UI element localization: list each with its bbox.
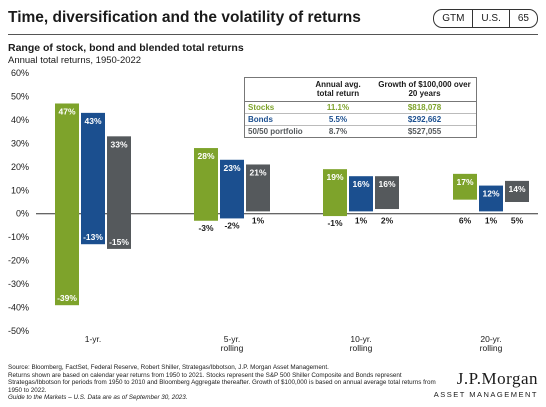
y-tick-label: 50%	[11, 91, 29, 101]
x-category-label: 20-yr.	[480, 334, 501, 344]
bar-max-label: 43%	[84, 116, 101, 126]
summary-row-growth: $292,662	[407, 115, 442, 124]
bar-50-50-portfolio	[107, 136, 131, 249]
badge-group: GTM U.S. 65	[433, 9, 538, 28]
x-category-label: rolling	[350, 343, 373, 353]
summary-row-label: Stocks	[248, 103, 275, 112]
summary-row-blend: 50/50 portfolio 8.7% $527,055	[245, 126, 476, 137]
bar-max-label: 23%	[223, 163, 240, 173]
summary-row-bonds: Bonds 5.5% $292,662	[245, 114, 476, 126]
bar-min-label: -15%	[109, 237, 129, 247]
bar-stocks	[55, 103, 79, 306]
y-tick-label: 20%	[11, 162, 29, 172]
bar-min-label: -39%	[57, 293, 77, 303]
bar-50-50-portfolio	[375, 176, 399, 210]
header-divider	[8, 34, 538, 35]
logo-subtitle: ASSET MANAGEMENT	[433, 390, 538, 399]
summary-row-avg: 8.7%	[328, 127, 348, 136]
x-category-label: 10-yr.	[350, 334, 371, 344]
bar-max-label: 16%	[352, 179, 369, 189]
bar-min-label: 1%	[355, 216, 368, 226]
bar-min-label: 1%	[252, 216, 265, 226]
bar-min-label: 1%	[485, 216, 498, 226]
bar-max-label: 16%	[378, 179, 395, 189]
chart-subtitle: Annual total returns, 1950-2022	[8, 55, 142, 66]
bar-50-50-portfolio	[246, 164, 270, 212]
footnote: Source: Bloomberg, FactSet, Federal Rese…	[8, 364, 438, 402]
bar-bonds	[220, 159, 244, 219]
y-tick-label: 0%	[16, 209, 29, 219]
summary-row-avg: 5.5%	[328, 115, 348, 124]
summary-row-label: Bonds	[248, 115, 273, 124]
bar-min-label: -2%	[224, 220, 240, 230]
bar-min-label: -3%	[198, 223, 214, 233]
bar-min-label: -1%	[327, 218, 343, 228]
footnote-source: Source: Bloomberg, FactSet, Federal Rese…	[8, 364, 329, 371]
bar-50-50-portfolio	[505, 180, 529, 202]
bar-bonds	[81, 112, 105, 245]
bar-max-label: 47%	[58, 106, 75, 116]
x-category-label: 1-yr.	[85, 334, 102, 344]
bar-max-label: 12%	[482, 189, 499, 199]
bar-stocks	[194, 148, 218, 221]
bar-max-label: 17%	[456, 177, 473, 187]
bar-stocks	[453, 173, 477, 200]
y-tick-label: -20%	[8, 256, 29, 266]
summary-row-avg: 11.1%	[326, 103, 350, 112]
summary-row-label: 50/50 portfolio	[248, 127, 303, 136]
y-tick-label: 30%	[11, 138, 29, 148]
x-category-label: rolling	[480, 343, 503, 353]
bar-min-label: 6%	[459, 216, 472, 226]
summary-header-blank	[245, 80, 303, 98]
bar-min-label: -13%	[83, 232, 103, 242]
chart-title: Range of stock, bond and blended total r…	[8, 42, 244, 54]
summary-header-growth: Growth of $100,000 over 20 years	[378, 80, 471, 98]
summary-row-growth: $527,055	[407, 127, 442, 136]
summary-row-growth: $818,078	[407, 103, 442, 112]
badge-page-number: 65	[508, 10, 537, 27]
summary-table: Annual avg. total return Growth of $100,…	[244, 77, 477, 138]
returns-bar-chart: 60% 50% 40% 30% 20% 10% 0% -10% -20% -30% -40% -50%…	[8, 68, 538, 353]
y-tick-label: -30%	[8, 279, 29, 289]
summary-header-avg: Annual avg. total return	[315, 80, 361, 98]
bar-max-label: 21%	[249, 167, 266, 177]
bar-max-label: 33%	[110, 139, 127, 149]
y-tick-label: -40%	[8, 303, 29, 313]
bar-max-label: 14%	[508, 184, 525, 194]
badge-gtm: GTM	[442, 13, 465, 24]
footnote-notes: Returns shown are based on calendar year…	[8, 371, 436, 394]
bar-max-label: 19%	[326, 172, 343, 182]
x-category-label: 5-yr.	[224, 334, 241, 344]
bar-max-label: 28%	[197, 151, 214, 161]
bar-min-label: 5%	[511, 216, 524, 226]
y-tick-label: 10%	[11, 185, 29, 195]
bar-bonds	[479, 185, 503, 212]
y-tick-label: -50%	[8, 326, 29, 336]
jpmorgan-logo: J.P.Morgan ASSET MANAGEMENT	[434, 369, 538, 399]
footnote-guide: Guide to the Markets – U.S. Data are as …	[8, 394, 188, 402]
y-tick-label: 40%	[11, 115, 29, 125]
summary-row-stocks: Stocks 11.1% $818,078	[245, 102, 476, 114]
y-tick-label: 60%	[11, 68, 29, 78]
page-title: Time, diversification and the volatility…	[8, 9, 361, 26]
x-category-label: rolling	[221, 343, 244, 353]
summary-table-header: Annual avg. total return Growth of $100,…	[245, 78, 476, 102]
badge-region: U.S.	[472, 10, 508, 27]
bar-min-label: 2%	[381, 216, 394, 226]
bar-stocks	[323, 169, 347, 217]
y-tick-label: -10%	[8, 232, 29, 242]
bar-bonds	[349, 176, 373, 212]
logo-name: J.P.Morgan	[456, 369, 538, 388]
